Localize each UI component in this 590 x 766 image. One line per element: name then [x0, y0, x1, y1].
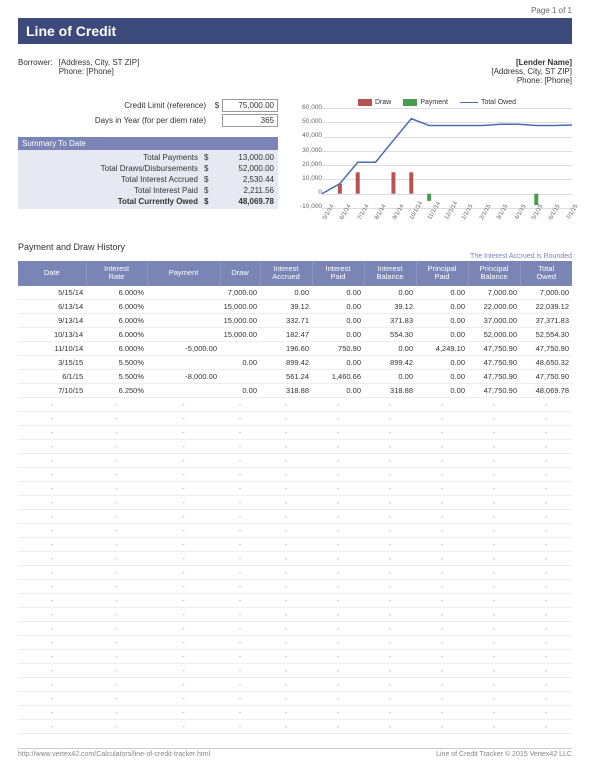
summary-value: 48,069.78: [214, 197, 274, 206]
table-row: ----------: [18, 397, 572, 411]
table-row: ----------: [18, 649, 572, 663]
summary-value: 13,000.00: [214, 153, 274, 162]
footer-url: http://www.vertex42.com/Calculators/line…: [18, 751, 210, 758]
borrower-address: [Address, City, ST ZIP]: [59, 58, 140, 67]
legend-total: Total Owed: [481, 99, 516, 106]
chart-area: 60,00050,00040,00030,00020,00010,0000-10…: [322, 108, 572, 208]
table-header: Date: [18, 261, 86, 286]
table-row: 6/13/146.000%15,000.0039.120.0039.120.00…: [18, 299, 572, 313]
table-row: ----------: [18, 635, 572, 649]
table-header: InterestPaid: [312, 261, 364, 286]
table-row: ----------: [18, 621, 572, 635]
lender-name: [Lender Name]: [491, 58, 572, 67]
borrower-block: Borrower: [Address, City, ST ZIP] Phone:…: [18, 58, 139, 85]
table-row: ----------: [18, 719, 572, 733]
summary-label: Total Interest Paid: [22, 186, 204, 195]
table-row: 11/10/146.000%-5,000.00196.60750.900.004…: [18, 341, 572, 355]
table-header: InterestRate: [86, 261, 147, 286]
footer: http://www.vertex42.com/Calculators/line…: [18, 748, 572, 758]
header-row: Borrower: [Address, City, ST ZIP] Phone:…: [18, 58, 572, 85]
borrower-phone: Phone: [Phone]: [59, 67, 140, 76]
credit-limit-value: 75,000.00: [222, 99, 278, 112]
page-title: Line of Credit: [18, 18, 572, 44]
summary-label: Total Draws/Disbursements: [22, 164, 204, 173]
payment-swatch: [403, 99, 417, 106]
dollar-sign: $: [212, 101, 222, 110]
page-number: Page 1 of 1: [531, 6, 572, 15]
table-row: 6/1/155.500%-8,000.00561.241,460.660.000…: [18, 369, 572, 383]
table-row: ----------: [18, 411, 572, 425]
table-header: PrincipalPaid: [416, 261, 468, 286]
table-header: PrincipalBalance: [468, 261, 520, 286]
table-row: 3/15/155.500%0.00899.420.00899.420.0047,…: [18, 355, 572, 369]
table-header: Payment: [147, 261, 220, 286]
summary-label: Total Payments: [22, 153, 204, 162]
table-row: 7/10/156.250%0.00318.880.00318.880.0047,…: [18, 383, 572, 397]
table-row: ----------: [18, 593, 572, 607]
table-header: TotalOwed: [520, 261, 572, 286]
table-row: ----------: [18, 663, 572, 677]
lender-block: [Lender Name] [Address, City, ST ZIP] Ph…: [491, 58, 572, 85]
table-row: ----------: [18, 579, 572, 593]
table-row: ----------: [18, 495, 572, 509]
table-row: ----------: [18, 537, 572, 551]
table-header: InterestBalance: [364, 261, 416, 286]
line-swatch: [460, 102, 478, 103]
chart: Draw Payment Total Owed 60,00050,00040,0…: [302, 99, 572, 234]
table-header: Draw: [220, 261, 260, 286]
history-table: DateInterestRatePaymentDrawInterestAccru…: [18, 261, 572, 734]
table-row: ----------: [18, 677, 572, 691]
summary-value: 2,211.56: [214, 186, 274, 195]
table-row: ----------: [18, 481, 572, 495]
table-row: ----------: [18, 509, 572, 523]
table-row: ----------: [18, 425, 572, 439]
days-label: Days in Year (for per diem rate): [18, 116, 212, 125]
table-row: ----------: [18, 705, 572, 719]
summary-label: Total Interest Accrued: [22, 175, 204, 184]
table-row: ----------: [18, 565, 572, 579]
credit-limit-label: Credit Limit (reference): [18, 101, 212, 110]
table-row: ----------: [18, 607, 572, 621]
history-title: Payment and Draw History: [18, 242, 572, 252]
days-value: 365: [222, 114, 278, 127]
chart-legend: Draw Payment Total Owed: [302, 99, 572, 106]
footer-copyright: Line of Credit Tracker © 2015 Vertex42 L…: [436, 751, 572, 758]
summary-block: Summary To Date Total Payments$13,000.00…: [18, 137, 278, 209]
table-row: ----------: [18, 523, 572, 537]
table-row: ----------: [18, 691, 572, 705]
legend-payment: Payment: [420, 99, 448, 106]
table-row: 5/15/146.000%7,000.000.000.000.000.007,0…: [18, 286, 572, 300]
table-row: 10/13/146.000%15,000.00182.470.00554.300…: [18, 327, 572, 341]
lender-phone: Phone: [Phone]: [491, 76, 572, 85]
table-row: ----------: [18, 467, 572, 481]
inputs-block: Credit Limit (reference) $ 75,000.00 Day…: [18, 99, 278, 127]
table-row: ----------: [18, 551, 572, 565]
draw-swatch: [358, 99, 372, 106]
lender-address: [Address, City, ST ZIP]: [491, 67, 572, 76]
table-row: 9/13/146.000%15,000.00332.710.00371.830.…: [18, 313, 572, 327]
summary-header: Summary To Date: [18, 137, 278, 150]
summary-value: 2,530.44: [214, 175, 274, 184]
summary-label: Total Currently Owed: [22, 197, 204, 206]
legend-draw: Draw: [375, 99, 391, 106]
table-row: ----------: [18, 439, 572, 453]
history-note: The Interest Accrued is Rounded: [18, 253, 572, 260]
summary-value: 52,000.00: [214, 164, 274, 173]
borrower-label: Borrower:: [18, 58, 53, 85]
table-header: InterestAccrued: [260, 261, 312, 286]
table-row: ----------: [18, 453, 572, 467]
